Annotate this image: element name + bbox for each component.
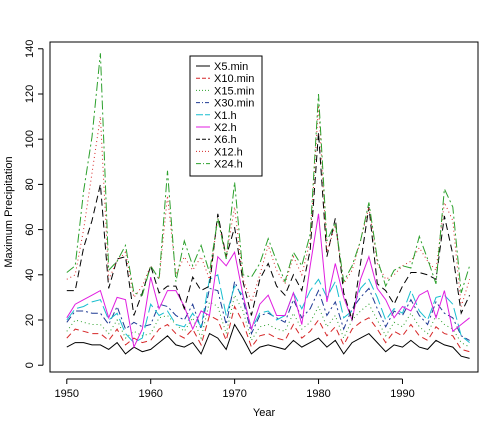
series-line-x12-h bbox=[66, 105, 471, 307]
x-axis-title: Year bbox=[253, 407, 276, 419]
series-line-x10-min bbox=[66, 305, 470, 353]
legend-label: X5.min bbox=[214, 61, 248, 73]
x-tick-label: 1960 bbox=[138, 388, 162, 400]
legend-label: X15.min bbox=[214, 85, 254, 97]
x-tick-label: 1970 bbox=[222, 388, 246, 400]
legend-label: X1.h bbox=[214, 110, 237, 122]
series-layer bbox=[66, 53, 471, 359]
y-ticks: 0 20 40 60 80 100 120 140 bbox=[24, 40, 43, 368]
y-tick-label: 80 bbox=[24, 178, 36, 190]
legend-label: X2.h bbox=[214, 122, 237, 134]
x-tick-label: 1950 bbox=[55, 388, 79, 400]
legend-label: X6.h bbox=[214, 134, 237, 146]
series-line-x2-h bbox=[66, 213, 470, 349]
y-axis-title: Maximum Precipitation bbox=[3, 156, 15, 267]
x-tick-label: 1990 bbox=[390, 388, 414, 400]
legend: X5.minX10.minX15.minX30.minX1.hX2.hX6.hX… bbox=[189, 55, 263, 177]
series-line-x5-min bbox=[66, 323, 470, 359]
legend-label: X24.h bbox=[214, 159, 243, 171]
legend-label: X10.min bbox=[214, 73, 254, 85]
series-line-x1-h bbox=[66, 274, 470, 344]
series-line-x15-min bbox=[66, 293, 470, 348]
legend-label: X30.min bbox=[214, 98, 254, 110]
x-ticks: 1950 1960 1970 1980 1990 bbox=[55, 379, 415, 400]
series-line-x6-h bbox=[66, 132, 471, 321]
legend-box bbox=[189, 55, 263, 177]
plot-frame bbox=[49, 41, 479, 373]
y-tick-label: 60 bbox=[24, 223, 36, 235]
y-tick-label: 100 bbox=[24, 130, 36, 148]
y-tick-label: 140 bbox=[24, 40, 36, 58]
y-tick-label: 0 bbox=[24, 362, 36, 368]
legend-label: X12.h bbox=[214, 146, 243, 158]
axes: 1950 1960 1970 1980 1990 020406080100120140 … bbox=[3, 40, 479, 419]
legend-items: X5.minX10.minX15.minX30.minX1.hX2.hX6.hX… bbox=[196, 61, 254, 171]
y-tick-label: 40 bbox=[24, 269, 36, 281]
y-tick-label: 120 bbox=[24, 85, 36, 103]
x-tick-label: 1980 bbox=[306, 388, 330, 400]
y-tick-label: 20 bbox=[24, 314, 36, 326]
series-line-x24-h bbox=[66, 53, 471, 296]
series-line-x30-min bbox=[66, 279, 470, 341]
